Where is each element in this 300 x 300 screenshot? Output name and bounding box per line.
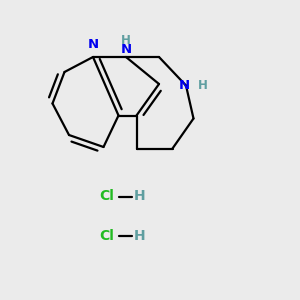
Text: Cl: Cl	[99, 190, 114, 203]
Text: H: H	[121, 34, 131, 47]
Text: N: N	[87, 38, 99, 52]
Text: N: N	[120, 43, 132, 56]
Text: H: H	[198, 79, 207, 92]
Text: N: N	[179, 79, 190, 92]
Text: Cl: Cl	[99, 229, 114, 242]
Text: H: H	[134, 229, 145, 242]
Text: H: H	[134, 190, 145, 203]
